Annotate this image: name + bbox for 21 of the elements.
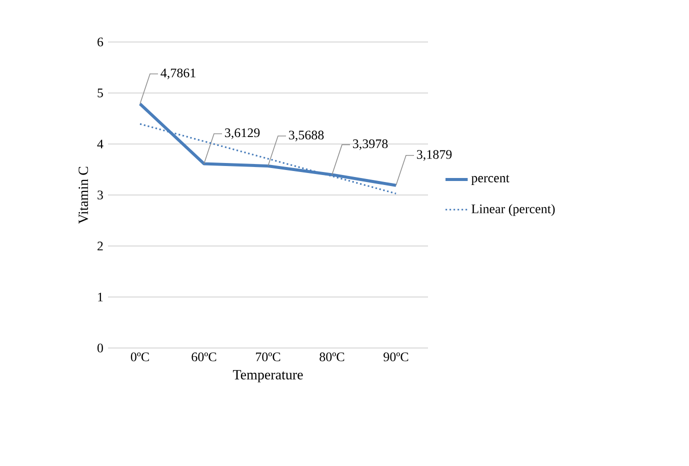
x-tick-label: 60ºC (192, 352, 216, 362)
data-label: 4,7861 (160, 68, 196, 80)
y-tick-label: 3 (98, 190, 103, 200)
x-tick-label: 80ºC (320, 352, 344, 362)
y-axis-title: Vitamin C (78, 166, 88, 224)
data-label: 3,6129 (225, 128, 260, 140)
data-label: 3,3978 (353, 139, 388, 150)
y-tick-label: 2 (98, 242, 103, 250)
y-tick-label: 6 (98, 38, 104, 46)
y-tick-label: 1 (98, 292, 103, 302)
y-tick-label: 0 (97, 344, 103, 352)
legend-label: percent (471, 174, 510, 185)
legend-label: Linear (percent) (472, 204, 555, 216)
x-tick-label: 70ºC (256, 352, 280, 362)
x-tick-label: 90ºC (384, 352, 408, 362)
y-tick-label: 4 (97, 140, 104, 148)
data-label: 3,5688 (289, 130, 324, 142)
y-tick-label: 5 (98, 88, 103, 98)
data-label: 3,1879 (417, 150, 452, 161)
x-tick-label: 0ºC (130, 352, 149, 362)
x-axis-title: Temperature (232, 370, 303, 382)
